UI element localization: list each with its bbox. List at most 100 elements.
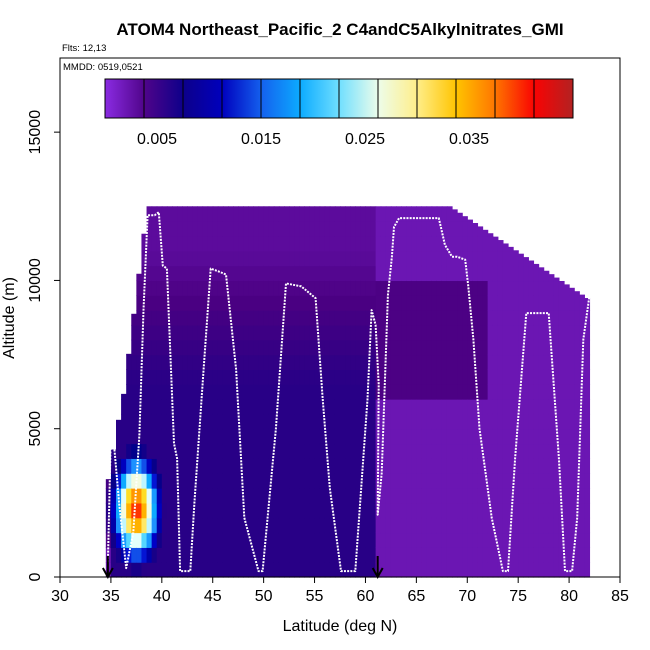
heatmap-cell [564,473,570,489]
heatmap-cell [462,216,468,222]
heatmap-cell [141,310,148,326]
heatmap-cell [172,354,178,370]
heatmap-cell [248,250,255,267]
heatmap-cell [197,265,204,282]
heatmap-cell [212,488,219,504]
heatmap-cell [116,562,122,578]
heatmap-cell [467,369,473,385]
heatmap-cell [294,413,300,430]
heatmap-cell [406,562,412,578]
heatmap-cell [564,428,570,445]
heatmap-cell [126,428,132,445]
heatmap-cell [370,413,377,430]
heatmap-cell [329,295,336,311]
heatmap-cell [564,384,570,400]
heatmap-cell [131,399,137,415]
heatmap-cell [518,488,524,504]
heatmap-cell [197,473,204,489]
heatmap-cell [452,532,458,548]
heatmap-cell [294,221,300,237]
heatmap-cell [284,265,290,282]
heatmap-cell [355,339,361,356]
heatmap-cell [462,443,468,459]
heatmap-cell [513,384,519,400]
heatmap-cell [340,295,346,311]
heatmap-cell [569,413,575,430]
heatmap-cell [136,399,143,415]
heatmap-cell [228,502,234,519]
heatmap-cell [324,280,331,296]
heatmap-cell [187,265,193,282]
heatmap-cell [426,250,433,267]
heatmap-cell [222,384,229,400]
heatmap-cell [345,221,351,237]
heatmap-cell [222,517,229,534]
heatmap-cell [151,428,158,445]
heatmap-cell [187,488,193,504]
heatmap-cell [558,339,565,356]
heatmap-cell [161,458,168,474]
heatmap-cell [355,221,361,237]
heatmap-cell [187,458,193,474]
heatmap-cell [324,206,331,222]
heatmap-cell [401,458,407,474]
heatmap-cell [345,547,351,563]
heatmap-cell [385,354,392,370]
heatmap-cell [426,369,433,385]
heatmap-cell [253,265,260,282]
heatmap-cell [222,443,229,459]
heatmap-cell [136,547,143,563]
heatmap-cell [166,235,173,252]
heatmap-cell [411,369,417,385]
heatmap-cell [553,473,560,489]
heatmap-cell [558,562,565,578]
heatmap-cell [304,250,311,267]
heatmap-cell [533,413,540,430]
y-tick-label: 15000 [27,110,44,155]
heatmap-cell [187,399,193,415]
heatmap-cell [487,280,494,296]
heatmap-cell [243,339,249,356]
heatmap-cell [299,369,305,385]
heatmap-cell [426,488,433,504]
heatmap-cell [121,488,127,504]
heatmap-cell [294,458,300,474]
heatmap-cell [172,562,178,578]
heatmap-cell [233,339,239,356]
heatmap-cell [187,324,193,341]
heatmap-cell [278,473,285,489]
heatmap-cell [192,517,199,534]
heatmap-cell [228,384,234,400]
heatmap-cell [161,517,168,534]
heatmap-cell [431,324,438,341]
heatmap-cell [436,295,443,311]
heatmap-cell [416,532,423,548]
heatmap-cell [406,384,412,400]
heatmap-cell [462,295,468,311]
heatmap-cell [217,339,224,356]
heatmap-cell [558,547,565,563]
heatmap-cell [441,488,448,504]
heatmap-cell [284,310,290,326]
heatmap-cell [258,413,265,430]
heatmap-cell [446,221,453,237]
heatmap-cell [385,339,392,356]
heatmap-cell [166,473,173,489]
heatmap-cell [294,384,300,400]
heatmap-cell [579,295,585,311]
heatmap-cell [416,354,423,370]
heatmap-cell [533,280,540,296]
heatmap-cell [263,339,270,356]
heatmap-cell [406,532,412,548]
heatmap-cell [548,547,555,563]
heatmap-cell [329,399,336,415]
heatmap-cell [421,517,428,534]
heatmap-cell [253,399,260,415]
heatmap-cell [268,310,275,326]
heatmap-cell [314,221,321,237]
heatmap-cell [411,413,417,430]
heatmap-cell [523,473,529,489]
heatmap-cell [385,488,392,504]
heatmap-cell [228,369,234,385]
heatmap-cell [304,517,311,534]
